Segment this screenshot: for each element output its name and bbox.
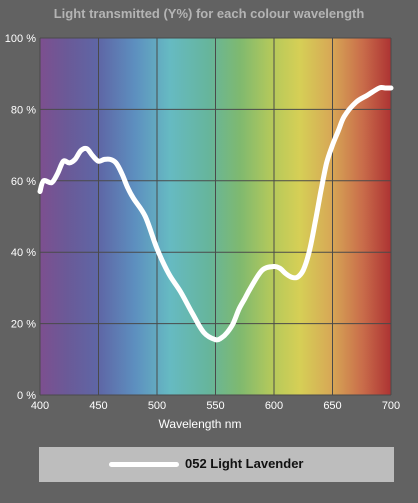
series-line-052-light-lavender [37, 84, 394, 343]
x-tick-label: 450 [89, 400, 107, 412]
x-tick-label: 650 [323, 400, 341, 412]
x-tick-label: 500 [148, 400, 166, 412]
y-tick-label: 20 % [11, 319, 36, 331]
legend-swatch [109, 462, 179, 467]
x-tick-label: 700 [382, 400, 400, 412]
x-axis-label: Wavelength nm [159, 417, 242, 431]
y-tick-label: 40 % [11, 247, 36, 259]
x-tick-label: 600 [265, 400, 283, 412]
legend-label: 052 Light Lavender [185, 456, 304, 471]
legend: 052 Light Lavender [39, 447, 394, 482]
x-tick-label: 550 [206, 400, 224, 412]
x-tick-label: 400 [31, 400, 49, 412]
tick-labels: 400 450 500 550 600 650 700 0 % 20 % 40 % 60 % 80 %… [5, 33, 400, 412]
y-tick-label: 60 % [11, 176, 36, 188]
grid-lines [39, 37, 392, 396]
chart-title: Light transmitted (Y%) for each colour w… [53, 6, 365, 21]
y-tick-label: 0 % [17, 390, 36, 402]
y-tick-label: 80 % [11, 104, 36, 116]
y-tick-label: 100 % [5, 33, 36, 45]
